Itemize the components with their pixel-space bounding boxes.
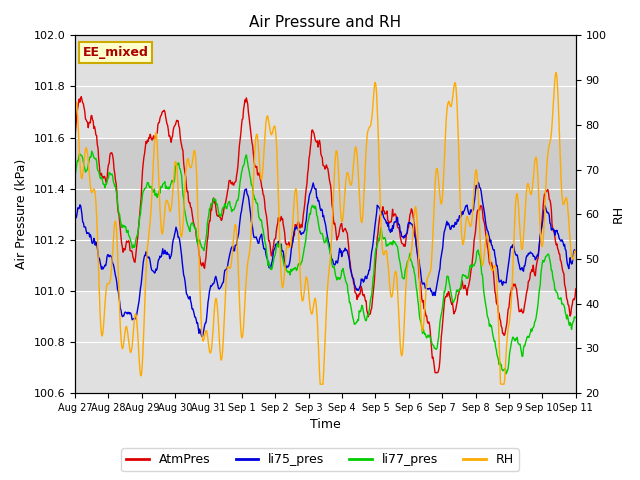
Bar (75, 138, 576, 291)
Text: EE_mixed: EE_mixed (83, 46, 148, 59)
Legend: AtmPres, li75_pres, li77_pres, RH: AtmPres, li75_pres, li77_pres, RH (122, 448, 518, 471)
X-axis label: Time: Time (310, 419, 340, 432)
Y-axis label: Air Pressure (kPa): Air Pressure (kPa) (15, 159, 28, 269)
Title: Air Pressure and RH: Air Pressure and RH (250, 15, 401, 30)
Y-axis label: RH: RH (612, 205, 625, 223)
